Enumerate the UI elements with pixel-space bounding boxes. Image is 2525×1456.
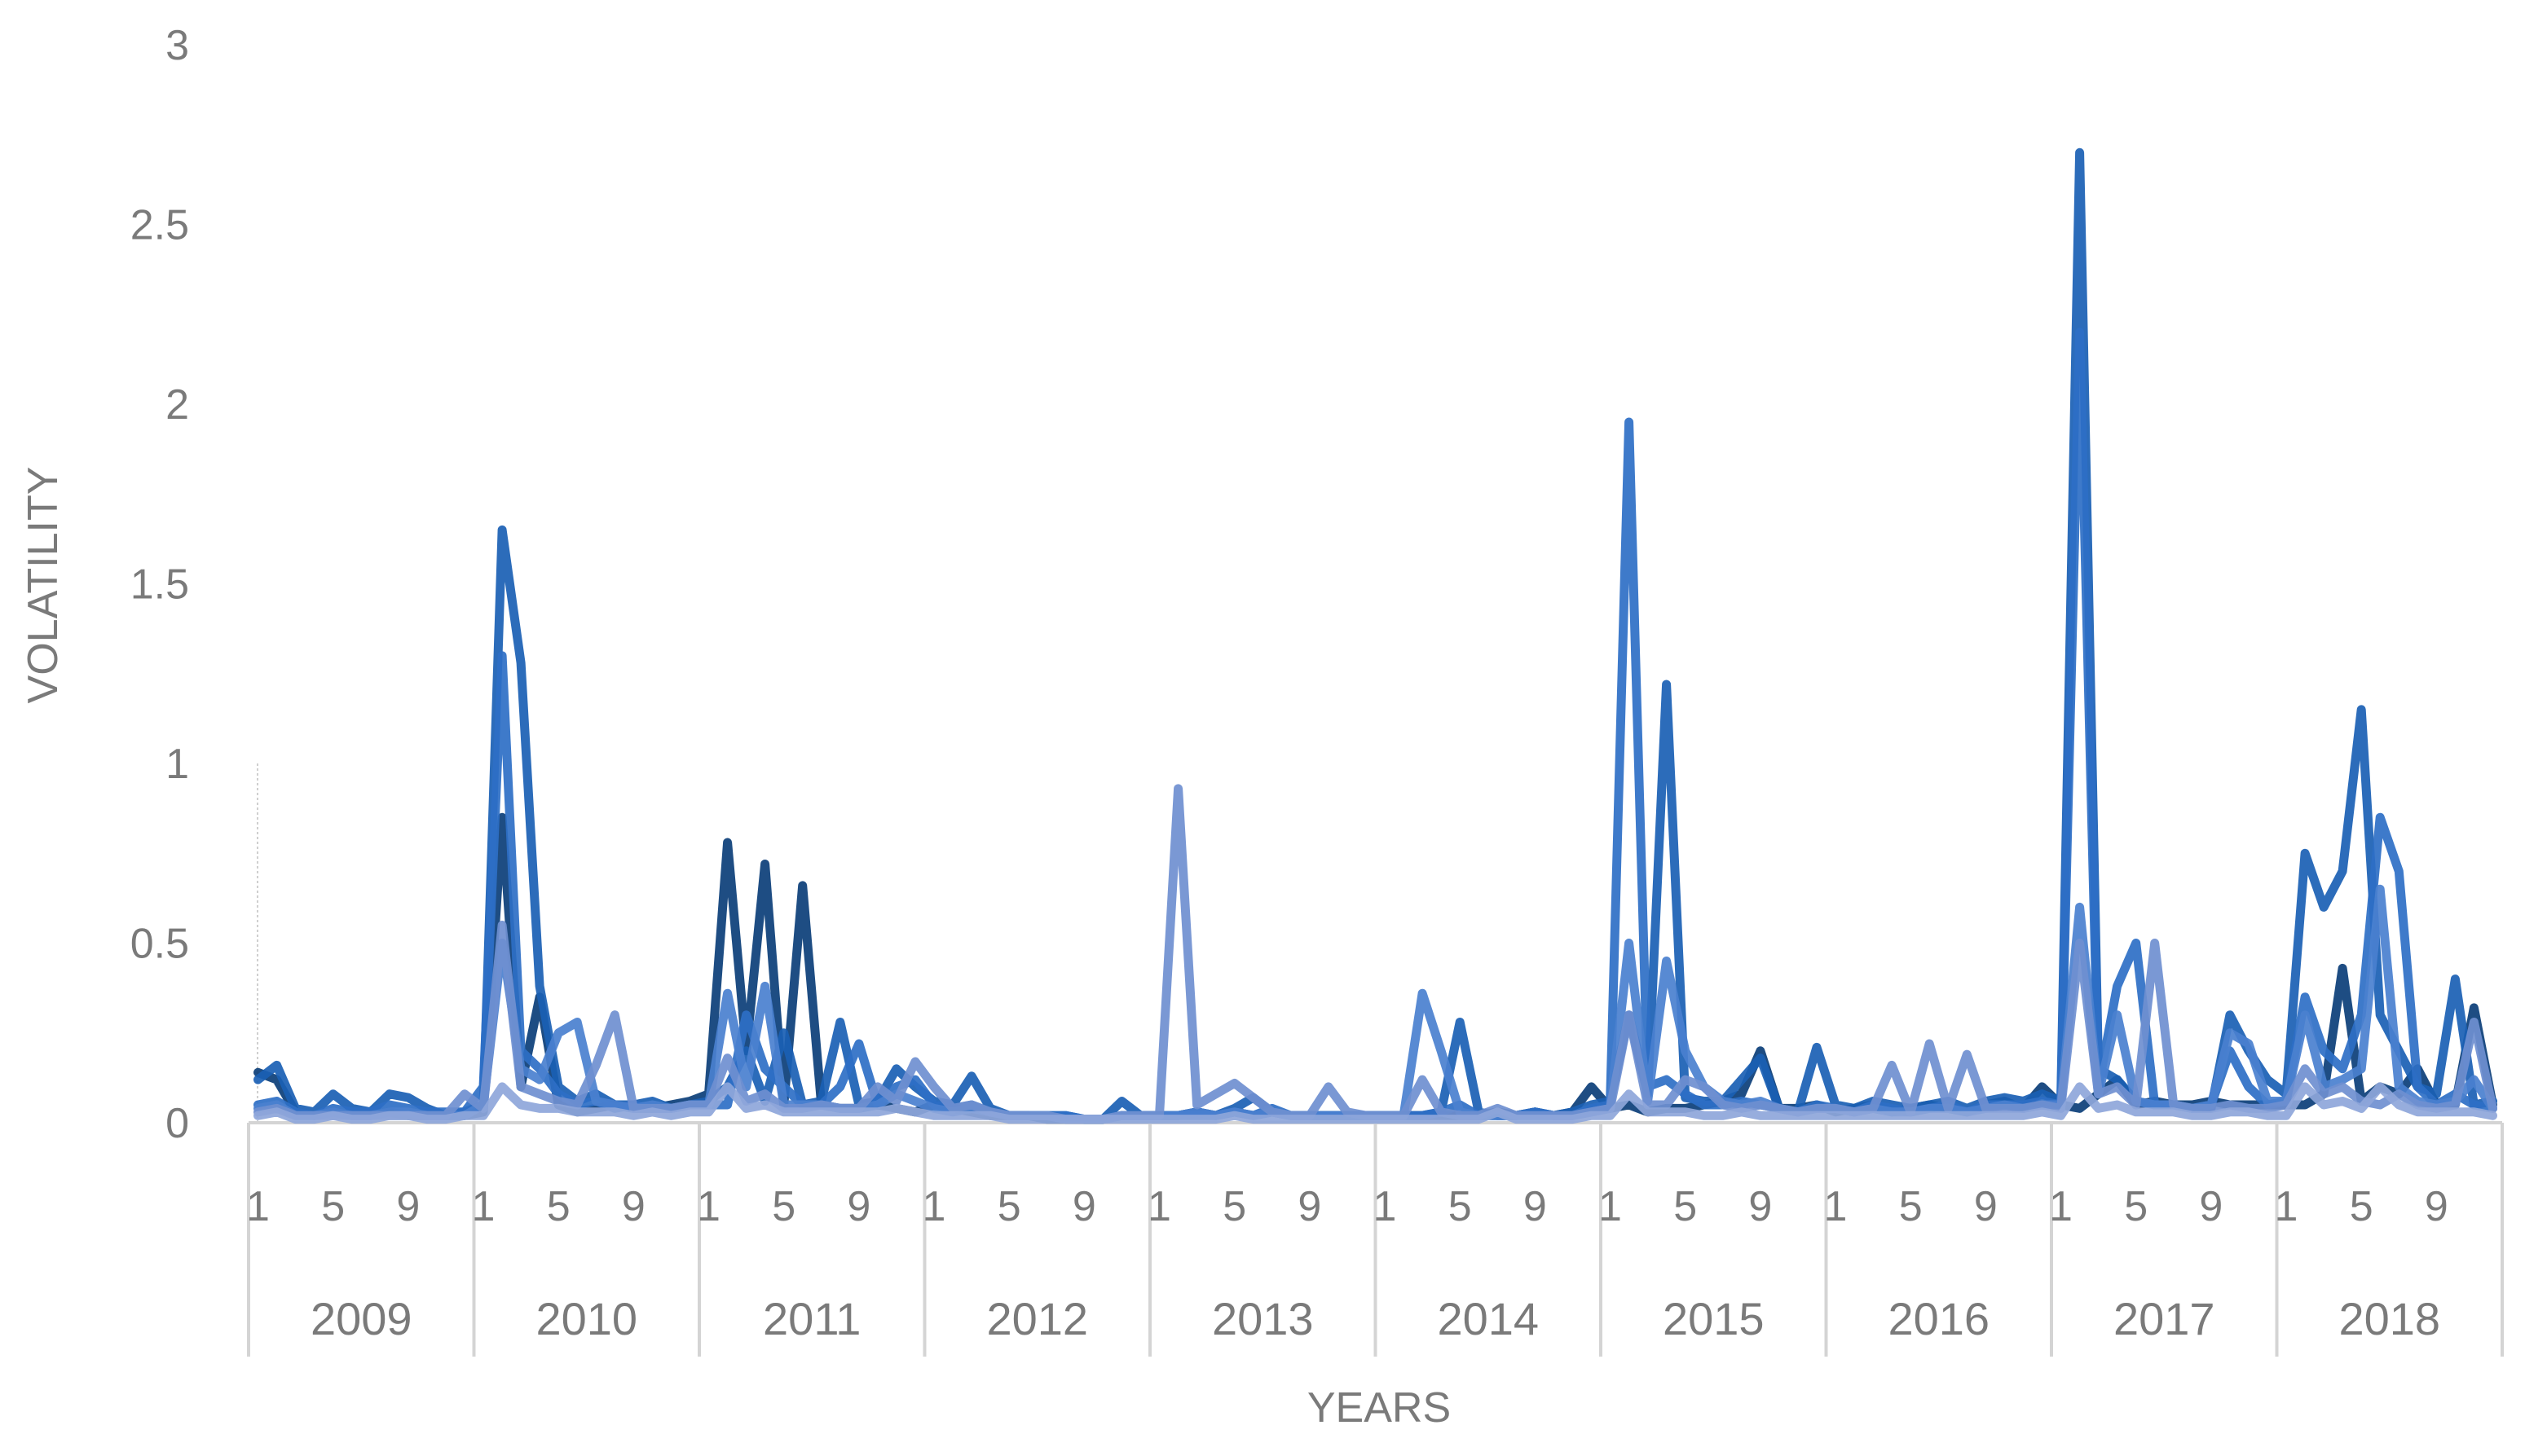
month-tick-label: 9	[847, 1183, 870, 1230]
month-tick-label: 5	[772, 1183, 795, 1230]
month-tick-label: 1	[246, 1183, 270, 1230]
year-label: 2017	[2113, 1293, 2215, 1344]
year-label: 2018	[2338, 1293, 2440, 1344]
month-tick-label: 9	[1523, 1183, 1547, 1230]
month-tick-label: 9	[1974, 1183, 1998, 1230]
month-tick-label: 1	[1148, 1183, 1171, 1230]
axis-layer: 0 0.5 1 1.5 2 2.5 3 2009 1 5 9 2010 1 5 9 2011 1 5 9 2012 1 5…	[130, 22, 2504, 1357]
month-tick-label: 1	[923, 1183, 946, 1230]
y-tick-label: 2.5	[130, 202, 189, 249]
month-tick-label: 9	[622, 1183, 646, 1230]
month-tick-label: 9	[2425, 1183, 2448, 1230]
month-tick-label: 1	[2049, 1183, 2073, 1230]
month-tick-label: 5	[1899, 1183, 1923, 1230]
year-label: 2015	[1663, 1293, 1765, 1344]
year-label: 2016	[1888, 1293, 1990, 1344]
month-tick-label: 5	[1673, 1183, 1697, 1230]
y-tick-label: 1	[165, 741, 189, 788]
month-tick-label: 5	[547, 1183, 571, 1230]
series-layer	[253, 147, 2497, 1124]
y-tick-label: 0	[165, 1100, 189, 1147]
y-tick-label: 1.5	[130, 561, 189, 609]
y-tick-label: 0.5	[130, 921, 189, 968]
month-tick-label: 1	[1373, 1183, 1397, 1230]
year-label: 2009	[311, 1293, 412, 1344]
y-tick-label: 2	[165, 381, 189, 429]
series-line-6	[253, 1082, 2497, 1124]
year-label: 2013	[1212, 1293, 1314, 1344]
month-tick-label: 5	[2350, 1183, 2373, 1230]
month-tick-label: 9	[1073, 1183, 1096, 1230]
year-label: 2011	[763, 1293, 861, 1344]
year-label: 2012	[986, 1293, 1088, 1344]
month-tick-label: 5	[1223, 1183, 1246, 1230]
month-tick-label: 9	[2199, 1183, 2223, 1230]
y-axis-title: VOLATILITY	[20, 467, 67, 704]
month-tick-label: 1	[1598, 1183, 1622, 1230]
month-tick-label: 1	[2275, 1183, 2298, 1230]
series-line-5	[253, 784, 2497, 1124]
label-layer: VOLATILITY YEARS	[20, 467, 1451, 1432]
month-tick-label: 9	[396, 1183, 420, 1230]
year-label: 2014	[1437, 1293, 1539, 1344]
month-tick-label: 5	[2124, 1183, 2148, 1230]
year-label: 2010	[535, 1293, 637, 1344]
month-tick-label: 1	[697, 1183, 720, 1230]
month-tick-label: 9	[1298, 1183, 1321, 1230]
month-tick-label: 5	[998, 1183, 1021, 1230]
month-tick-label: 1	[1824, 1183, 1848, 1230]
y-tick-label: 3	[165, 22, 189, 69]
month-tick-label: 5	[321, 1183, 345, 1230]
x-axis-title: YEARS	[1307, 1384, 1451, 1432]
month-tick-label: 5	[1448, 1183, 1472, 1230]
month-tick-label: 1	[472, 1183, 496, 1230]
month-tick-label: 9	[1748, 1183, 1772, 1230]
